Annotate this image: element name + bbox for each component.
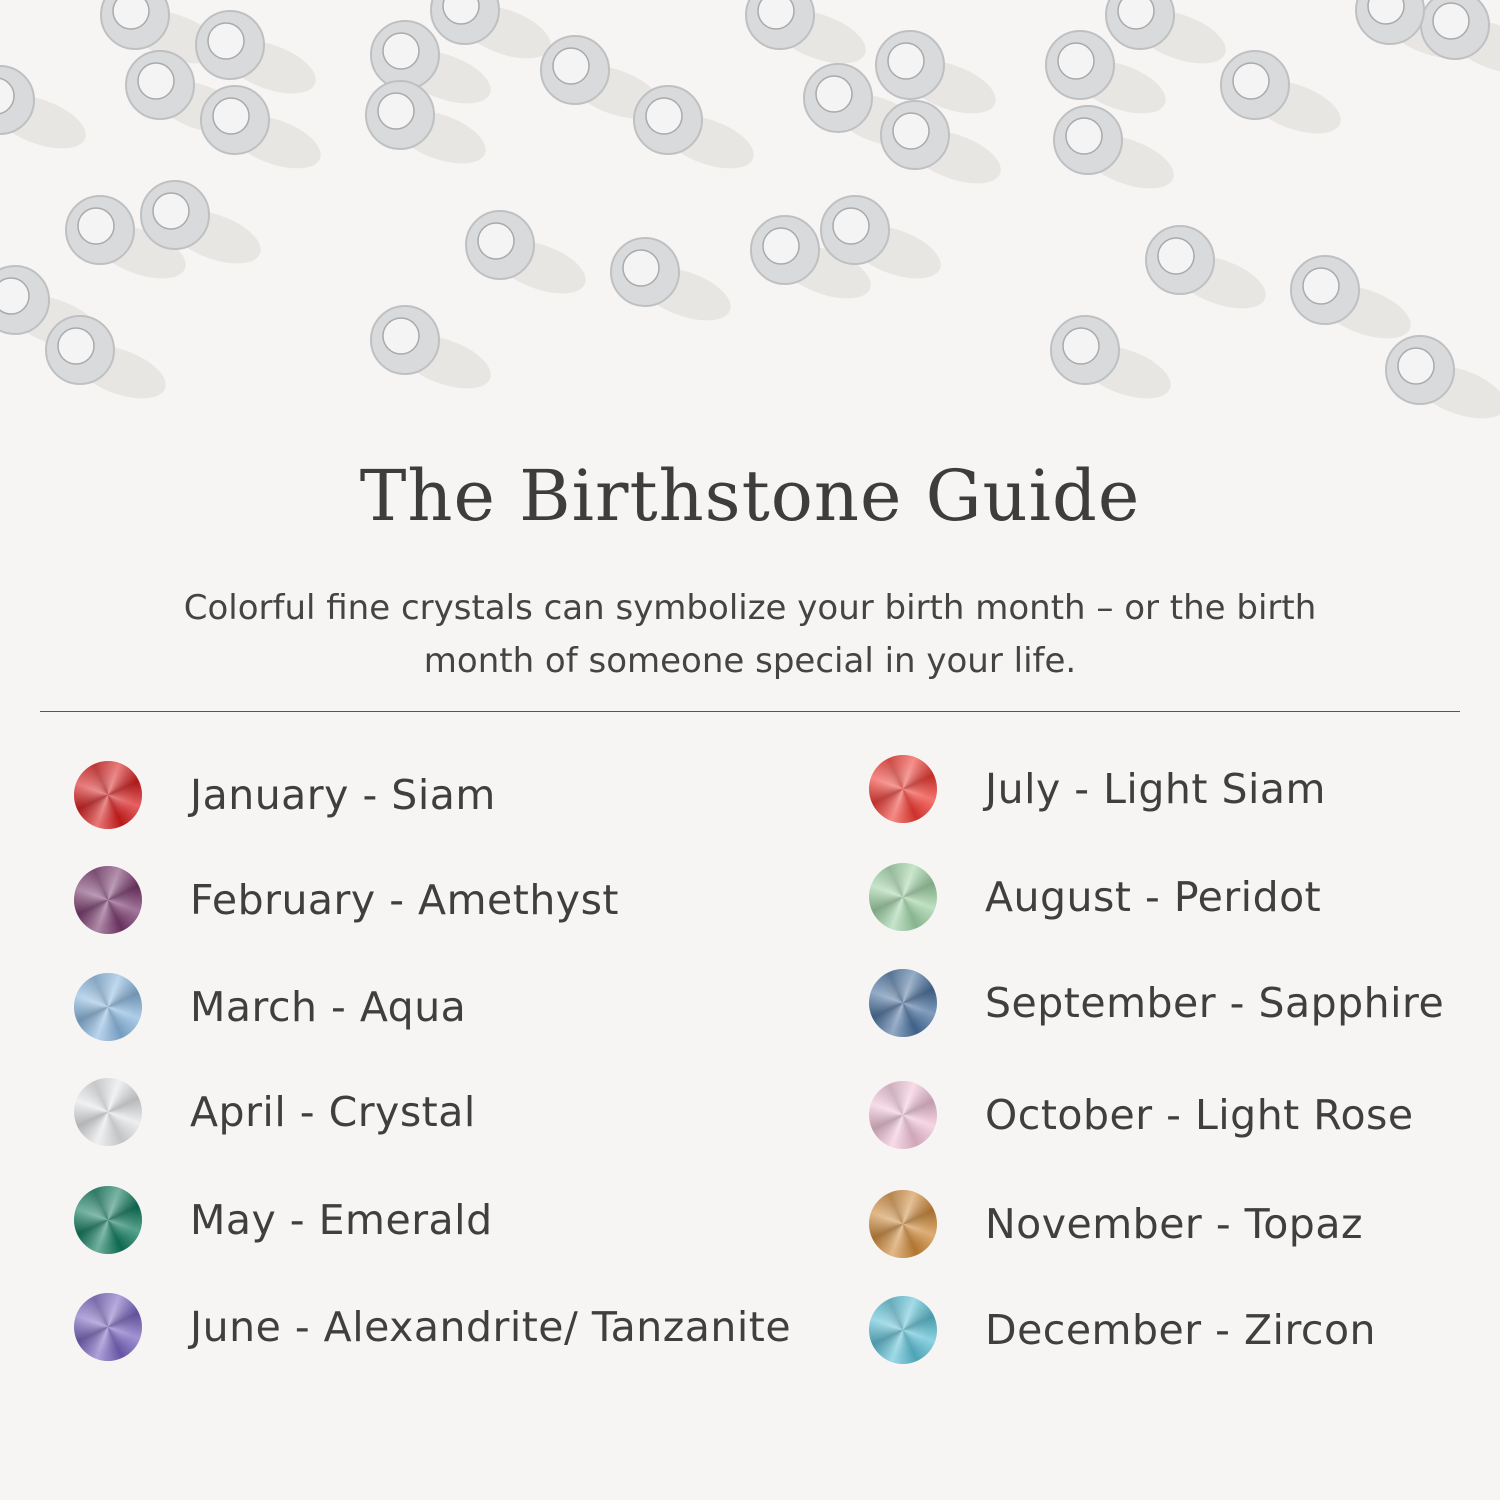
crystal-facet — [207, 22, 245, 60]
crystal-facet — [1157, 237, 1195, 275]
subtitle-line: Colorful fine crystals can symbolize you… — [183, 588, 1317, 628]
birthstone-label: December - Zircon — [985, 1306, 1377, 1354]
birthstone-label: October - Light Rose — [985, 1091, 1414, 1139]
crystal-facet — [1432, 2, 1470, 40]
crystal-facet — [1062, 327, 1100, 365]
birthstone-item: May - Emerald — [74, 1186, 493, 1254]
birthstone-item: February - Amethyst — [74, 866, 619, 934]
crystal-facet — [887, 42, 925, 80]
gem-icon — [869, 863, 937, 931]
birthstone-label: April - Crystal — [190, 1088, 476, 1136]
crystal-facet — [152, 192, 190, 230]
crystal-facet — [1232, 62, 1270, 100]
birthstone-label: November - Topaz — [985, 1200, 1363, 1248]
gem-icon — [74, 1078, 142, 1146]
birthstone-item: June - Alexandrite/ Tanzanite — [74, 1293, 791, 1361]
crystal-facet — [1302, 267, 1340, 305]
birthstone-item: August - Peridot — [869, 863, 1321, 931]
birthstone-label: July - Light Siam — [985, 765, 1326, 813]
crystal-facet — [0, 277, 30, 315]
birthstone-label: June - Alexandrite/ Tanzanite — [190, 1303, 792, 1351]
crystal-facet — [815, 75, 853, 113]
gem-icon — [869, 1190, 937, 1258]
subtitle: Colorful fine crystals can symbolize you… — [100, 582, 1400, 688]
birthstone-item: September - Sapphire — [869, 969, 1444, 1037]
birthstone-item: March - Aqua — [74, 973, 466, 1041]
crystal-facet — [77, 207, 115, 245]
birthstone-label: March - Aqua — [190, 983, 467, 1031]
gem-icon — [74, 973, 142, 1041]
birthstone-item: July - Light Siam — [869, 755, 1326, 823]
gem-icon — [869, 1081, 937, 1149]
crystal-facet — [762, 227, 800, 265]
gem-icon — [74, 761, 142, 829]
crystal-facet — [382, 32, 420, 70]
gem-icon — [74, 1293, 142, 1361]
crystal-facet — [832, 207, 870, 245]
crystal-facet — [1397, 347, 1435, 385]
crystal-facet — [137, 62, 175, 100]
crystal-facet — [757, 0, 795, 30]
birthstone-item: November - Topaz — [869, 1190, 1363, 1258]
birthstone-label: September - Sapphire — [985, 979, 1445, 1027]
birthstone-item: October - Light Rose — [869, 1081, 1414, 1149]
subtitle-line: month of someone special in your life. — [423, 641, 1077, 681]
birthstone-item: January - Siam — [74, 761, 496, 829]
crystal-facet — [112, 0, 150, 30]
gem-icon — [74, 866, 142, 934]
birthstone-label: August - Peridot — [985, 873, 1322, 921]
crystal-facet — [57, 327, 95, 365]
crystal-facet — [0, 77, 15, 115]
crystal-facet — [552, 47, 590, 85]
crystal-facet — [892, 112, 930, 150]
crystal-facet — [212, 97, 250, 135]
crystals-background-image — [0, 0, 1500, 419]
gem-icon — [869, 969, 937, 1037]
crystal-facet — [1117, 0, 1155, 30]
crystal-facet — [377, 92, 415, 130]
birthstone-item: April - Crystal — [74, 1078, 476, 1146]
crystal-facet — [645, 97, 683, 135]
crystal-facet — [622, 249, 660, 287]
gem-icon — [869, 1296, 937, 1364]
crystal-facet — [1065, 117, 1103, 155]
crystal-facet — [1367, 0, 1405, 25]
gem-icon — [869, 755, 937, 823]
birthstone-label: May - Emerald — [190, 1196, 493, 1244]
crystal-facet — [1057, 42, 1095, 80]
crystal-facet — [382, 317, 420, 355]
page-title: The Birthstone Guide — [359, 455, 1141, 537]
birthstone-label: January - Siam — [190, 771, 496, 819]
birthstone-label: February - Amethyst — [190, 876, 620, 924]
divider — [40, 711, 1460, 712]
birthstone-item: December - Zircon — [869, 1296, 1376, 1364]
gem-icon — [74, 1186, 142, 1254]
crystal-facet — [442, 0, 480, 25]
crystal-facet — [477, 222, 515, 260]
